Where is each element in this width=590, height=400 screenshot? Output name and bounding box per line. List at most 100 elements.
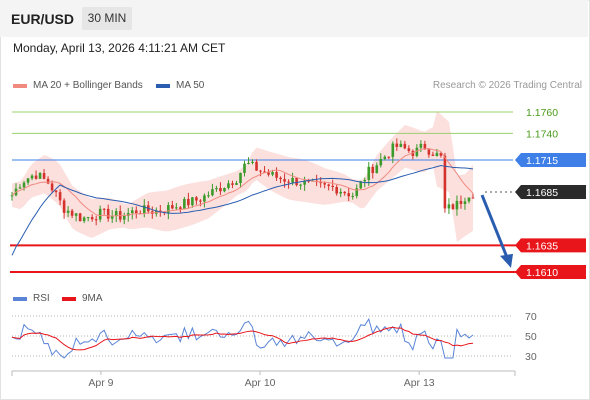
candle-body	[134, 210, 138, 214]
price-label-1.1610: 1.1610	[526, 267, 558, 279]
candle-body	[239, 172, 242, 184]
price-label-1.1760: 1.1760	[526, 107, 558, 119]
ma50-line	[11, 165, 474, 256]
candle-body	[22, 182, 26, 188]
datetime-label: Monday, April 13, 2026 4:11:21 AM CET	[13, 41, 226, 55]
candle-body	[459, 200, 463, 204]
price-tag-1.1715	[515, 153, 586, 167]
candle-body	[359, 181, 363, 189]
x-tick-label: Apr 10	[245, 377, 276, 389]
candle-body	[423, 143, 427, 150]
candle-body	[343, 191, 347, 194]
candle-body	[191, 197, 194, 206]
candle-body	[443, 155, 447, 209]
candle-body	[463, 201, 467, 204]
candle-body	[467, 197, 471, 202]
candle-body	[331, 185, 334, 188]
legend-9ma: 9MA	[62, 293, 103, 304]
candle-body	[114, 211, 118, 216]
candle-body	[66, 210, 70, 213]
candle-body	[231, 183, 234, 185]
candle-body	[78, 213, 82, 222]
price-label-1.1635: 1.1635	[526, 240, 558, 252]
candle-body	[215, 188, 218, 190]
candle-body	[431, 154, 435, 157]
forecast-arrow	[480, 194, 513, 268]
candle-body	[427, 149, 431, 155]
candle-body	[451, 204, 455, 210]
candle-body	[323, 183, 326, 185]
candle-body	[447, 204, 451, 209]
header-bar: EUR/USD 30 MIN	[0, 0, 588, 37]
candle-body	[327, 184, 330, 186]
legend-rsi: RSI	[13, 293, 50, 304]
candle-body	[347, 193, 351, 197]
candle-body	[395, 143, 399, 147]
x-tick-label: Apr 9	[88, 377, 113, 389]
price-tag-1.1635	[515, 238, 586, 253]
candle-body	[335, 187, 338, 194]
candle-body	[383, 156, 387, 159]
candle-body	[199, 200, 202, 202]
ma50-swatch	[156, 83, 170, 88]
candle-body	[355, 188, 359, 196]
price-tags: 1.1760 1.1740 1.1715 1.1685 1.1635 1.1610	[515, 107, 586, 279]
candle-body	[223, 188, 226, 192]
price-label-1.1740: 1.1740	[526, 128, 558, 140]
rsi-swatch	[13, 296, 27, 301]
candle-body	[38, 173, 42, 179]
candle-body	[10, 195, 14, 197]
legend-9ma-label: 9MA	[82, 293, 103, 304]
ma9-swatch	[62, 296, 76, 301]
rsi-tick-30: 30	[525, 351, 537, 363]
x-tick-label: Apr 13	[404, 377, 435, 389]
candle-body	[319, 182, 322, 184]
candle-body	[42, 173, 46, 179]
candle-body	[259, 170, 262, 172]
candle-body	[211, 189, 214, 196]
candle-body	[415, 147, 419, 156]
candle-body	[283, 179, 286, 182]
candle-body	[175, 207, 178, 209]
ma20-line	[11, 148, 474, 217]
legend-ma20: MA 20 + Bollinger Bands	[13, 80, 143, 91]
candle-body	[207, 195, 210, 197]
timeframe-button[interactable]: 30 MIN	[82, 7, 132, 30]
candle-body	[363, 179, 367, 182]
candle-body	[307, 180, 310, 182]
candle-body	[267, 172, 270, 175]
forecast-arrow-shaft	[480, 194, 510, 261]
symbol-label: EUR/USD	[11, 11, 75, 27]
candle-body	[102, 208, 106, 210]
candle-body	[179, 207, 182, 210]
candle-body	[287, 181, 290, 183]
candle-body	[70, 210, 74, 216]
candle-body	[435, 152, 439, 157]
candle-body	[271, 172, 274, 175]
candle-body	[263, 171, 266, 173]
candle-body	[126, 213, 130, 216]
price-tag-1.1685	[515, 185, 586, 199]
candle-body	[251, 161, 254, 163]
candle-body	[122, 215, 126, 220]
candle-body	[98, 208, 102, 220]
candle-body	[455, 200, 459, 210]
candle-body	[110, 215, 114, 219]
candle-body	[303, 180, 306, 185]
candle-body	[62, 200, 66, 213]
candle-body	[419, 143, 423, 148]
candle-body	[46, 178, 50, 184]
candle-body	[339, 191, 342, 194]
rsi-ma9-line	[11, 326, 474, 351]
candle-body	[167, 205, 170, 213]
forecast-arrow-head	[500, 253, 513, 268]
candle-body	[243, 163, 246, 173]
candle-body	[82, 217, 86, 222]
candle-body	[219, 188, 222, 192]
candle-body	[439, 152, 443, 156]
rsi-panel: 70 50 30	[11, 311, 537, 363]
candle-body	[387, 156, 391, 158]
candle-body	[26, 178, 30, 183]
rsi-tick-70: 70	[525, 311, 537, 323]
